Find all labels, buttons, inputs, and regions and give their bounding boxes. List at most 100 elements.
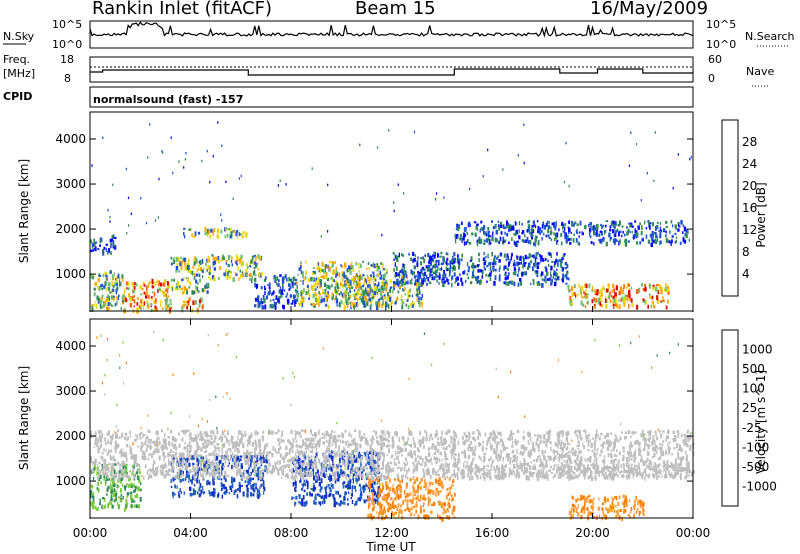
echo-cell bbox=[659, 231, 662, 235]
echo-cell bbox=[457, 261, 460, 265]
echo-cell bbox=[249, 481, 251, 485]
echo-cell bbox=[181, 305, 184, 310]
echo-cell bbox=[120, 306, 122, 311]
cpid-frame bbox=[89, 86, 694, 108]
echo-cell bbox=[360, 461, 362, 466]
echo-cell bbox=[112, 245, 115, 249]
echo-cell bbox=[428, 481, 431, 485]
echo-cell bbox=[440, 267, 443, 271]
echo-cell bbox=[341, 293, 344, 297]
echo-cell bbox=[572, 507, 575, 513]
echo-cell bbox=[313, 500, 315, 505]
echo-cell bbox=[259, 472, 262, 477]
echo-cell bbox=[227, 465, 229, 468]
echo-cell bbox=[393, 497, 396, 501]
echo-cell bbox=[463, 232, 466, 238]
echo-cell bbox=[228, 462, 230, 465]
echo-cell bbox=[181, 465, 184, 469]
echo-cell bbox=[374, 482, 376, 486]
echo-cell bbox=[335, 490, 338, 495]
echo-cell bbox=[511, 252, 513, 257]
echo-cell bbox=[424, 278, 426, 283]
echo-cell bbox=[397, 445, 400, 450]
echo-cell bbox=[298, 267, 301, 271]
echo-cell bbox=[529, 260, 532, 264]
echo-cell bbox=[451, 508, 454, 512]
echo-cell bbox=[268, 282, 271, 286]
echo-cell bbox=[660, 240, 662, 245]
echo-cell bbox=[221, 219, 223, 222]
echo-cell bbox=[621, 289, 624, 295]
echo-cell bbox=[133, 285, 136, 290]
echo-cell bbox=[583, 291, 586, 294]
echo-cell bbox=[248, 472, 252, 475]
echo-cell bbox=[340, 500, 343, 503]
echo-cell bbox=[192, 488, 195, 492]
echo-cell bbox=[590, 499, 593, 503]
echo-cell bbox=[249, 262, 252, 267]
echo-cell bbox=[404, 270, 407, 275]
echo-cell bbox=[470, 256, 473, 261]
echo-cell bbox=[109, 270, 112, 274]
echo-cell bbox=[527, 262, 530, 267]
echo-cell bbox=[245, 484, 248, 488]
echo-cell bbox=[231, 441, 234, 445]
echo-cell bbox=[467, 269, 470, 273]
echo-cell bbox=[492, 430, 495, 435]
echo-cell bbox=[305, 275, 307, 280]
echo-cell bbox=[362, 284, 365, 288]
echo-cell bbox=[133, 282, 136, 285]
echo-cell bbox=[113, 462, 115, 467]
echo-cell bbox=[274, 302, 277, 305]
echo-cell bbox=[444, 273, 447, 278]
echo-cell bbox=[111, 290, 113, 294]
echo-cell bbox=[600, 223, 602, 227]
echo-cell bbox=[101, 464, 103, 467]
echo-cell bbox=[293, 496, 295, 499]
echo-cell bbox=[212, 476, 214, 482]
echo-cell bbox=[442, 507, 445, 512]
echo-cell bbox=[580, 509, 583, 513]
echo-cell bbox=[183, 300, 186, 303]
echo-cell bbox=[332, 463, 335, 467]
echo-cell bbox=[223, 486, 226, 490]
echo-cell bbox=[168, 308, 171, 311]
echo-cell bbox=[150, 474, 153, 479]
echo-cell bbox=[327, 285, 330, 289]
echo-cell bbox=[461, 237, 463, 243]
echo-cell bbox=[245, 232, 248, 238]
echo-cell bbox=[335, 273, 337, 278]
echo-cell bbox=[231, 256, 233, 260]
echo-cell bbox=[532, 446, 534, 451]
echo-cell bbox=[161, 307, 164, 310]
echo-cell bbox=[430, 481, 433, 484]
echo-cell bbox=[348, 463, 350, 468]
echo-cell bbox=[605, 220, 609, 223]
echo-cell bbox=[367, 453, 370, 457]
echo-cell bbox=[576, 429, 578, 432]
echo-cell bbox=[401, 268, 403, 274]
echo-cell bbox=[449, 490, 451, 495]
echo-cell bbox=[615, 285, 618, 291]
echo-cell bbox=[397, 514, 400, 517]
echo-cell bbox=[581, 231, 583, 236]
echo-cell bbox=[636, 304, 639, 310]
echo-cell bbox=[562, 225, 564, 230]
echo-cell bbox=[492, 231, 494, 236]
echo-cell bbox=[360, 486, 362, 489]
echo-cell bbox=[611, 506, 614, 510]
echo-cell bbox=[98, 477, 101, 482]
echo-cell bbox=[214, 466, 217, 469]
echo-cell bbox=[340, 300, 343, 305]
echo-cell bbox=[325, 494, 328, 499]
echo-cell bbox=[260, 298, 263, 302]
echo-cell bbox=[444, 448, 447, 451]
echo-cell bbox=[106, 464, 108, 469]
echo-cell bbox=[454, 431, 457, 437]
echo-cell bbox=[344, 467, 347, 471]
echo-cell bbox=[224, 490, 227, 495]
echo-cell bbox=[360, 497, 363, 500]
echo-cell bbox=[296, 281, 298, 284]
echo-cell bbox=[644, 220, 646, 225]
echo-cell bbox=[318, 266, 320, 271]
